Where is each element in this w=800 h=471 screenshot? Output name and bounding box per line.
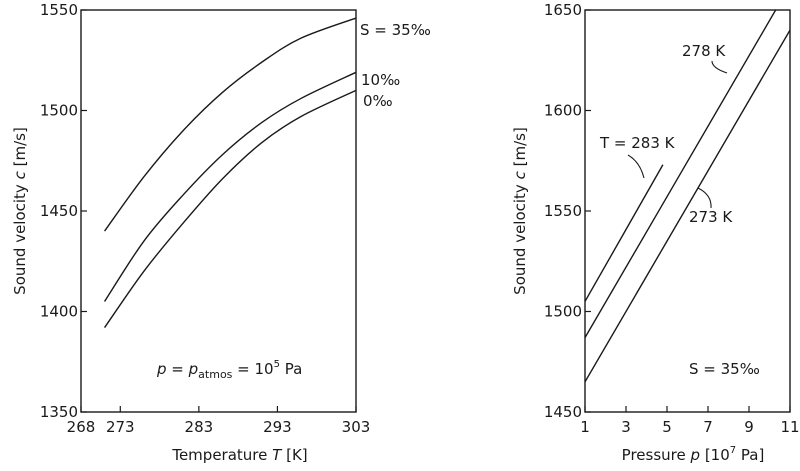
left-series-line-1	[103, 71, 357, 302]
right-series-label-273: 273 K	[689, 208, 733, 226]
right-salinity-annotation: S = 35‰	[689, 360, 760, 378]
left-y-tick-label-1400: 1400	[40, 303, 78, 321]
left-x-tick-label-268: 268	[67, 418, 96, 436]
right-series-line-2	[584, 29, 791, 383]
right-y-tick-label-1500: 1500	[544, 303, 582, 321]
right-curves	[584, 9, 791, 383]
left-y-tick-label-1500: 1500	[40, 102, 78, 120]
left-series-line-0	[104, 17, 357, 232]
left-y-tick-label-1350: 1350	[40, 403, 78, 421]
left-plot-frame	[80, 9, 357, 413]
left-curves	[103, 17, 357, 328]
left-x-tick-label-303: 303	[342, 418, 371, 436]
leader-273	[697, 187, 712, 209]
right-y-tick-label-1600: 1600	[544, 102, 582, 120]
right-x-tick-label-3: 3	[621, 418, 631, 436]
right-x-axis-label: Pressure p [107 Pa]	[622, 445, 765, 464]
left-series-label-0: 0‰	[363, 92, 393, 110]
leader-283	[627, 154, 645, 179]
right-ticks: 1 3 5 7 9 11 1450 1500 1550 1600 1650	[544, 1, 800, 436]
left-x-tick-label-273: 273	[106, 418, 135, 436]
right-x-tick-label-11: 11	[780, 418, 799, 436]
left-ticks: 268 273 283 293 303 1350 1400 1450 1500 1550	[40, 1, 371, 436]
left-x-axis-label: Temperature T [K]	[171, 446, 307, 464]
left-y-tick-label-1550: 1550	[40, 1, 78, 19]
left-series-label-35: S = 35‰	[360, 21, 431, 39]
right-y-tick-label-1550: 1550	[544, 202, 582, 220]
leader-278	[711, 60, 728, 74]
right-x-tick-label-7: 7	[703, 418, 713, 436]
temperature-chart: 268 273 283 293 303 1350 1400 1450 1500 1550 Soun…	[11, 1, 431, 464]
left-series-label-10: 10‰	[361, 71, 400, 89]
right-y-tick-label-1650: 1650	[544, 1, 582, 19]
left-x-tick-label-283: 283	[185, 418, 214, 436]
right-x-tick-label-9: 9	[744, 418, 754, 436]
right-y-axis-label: Sound velocity c [m/s]	[511, 127, 529, 295]
left-series-line-2	[103, 89, 357, 328]
left-y-tick-label-1450: 1450	[40, 202, 78, 220]
right-series-line-1	[584, 9, 777, 338]
right-series-label-278: 278 K	[682, 42, 726, 60]
left-pressure-annotation: p = patmos = 105 Pa	[156, 359, 302, 381]
right-series-line-0	[584, 164, 664, 302]
right-plot-frame	[584, 9, 791, 413]
right-y-tick-label-1450: 1450	[544, 403, 582, 421]
left-x-tick-label-293: 293	[263, 418, 292, 436]
pressure-chart: 1 3 5 7 9 11 1450 1500 1550 1600 1650 Sound veloci…	[511, 1, 800, 464]
right-x-tick-label-1: 1	[580, 418, 590, 436]
right-series-label-283: T = 283 K	[599, 134, 676, 152]
left-y-axis-label: Sound velocity c [m/s]	[11, 127, 29, 295]
right-x-tick-label-5: 5	[662, 418, 672, 436]
